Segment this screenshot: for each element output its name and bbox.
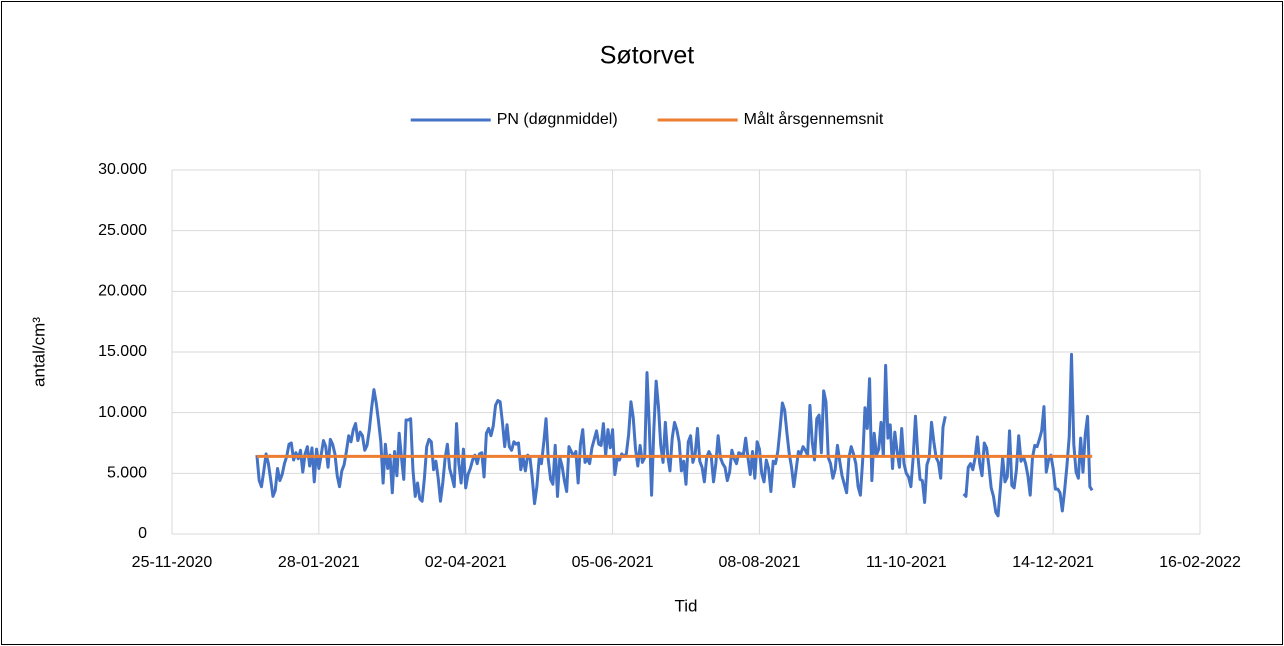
y-tick-label: 5.000 <box>107 465 147 482</box>
x-tick-label: 16-02-2022 <box>1159 554 1241 571</box>
lines <box>255 352 1094 518</box>
y-tick-label: 15.000 <box>98 343 147 360</box>
y-tick-label: 0 <box>138 525 147 542</box>
x-tick-label: 08-08-2021 <box>719 554 801 571</box>
x-axis-label: Tid <box>675 596 698 615</box>
x-tick-label: 14-12-2021 <box>1012 554 1094 571</box>
y-tick-label: 20.000 <box>98 283 147 300</box>
x-tick-label: 25-11-2020 <box>132 554 213 571</box>
y-tick-label: 30.000 <box>98 161 147 178</box>
x-tick-label: 28-01-2021 <box>278 554 360 571</box>
x-tick-label: 02-04-2021 <box>425 554 507 571</box>
y-tick-label: 10.000 <box>98 404 147 421</box>
chart-title: Søtorvet <box>600 42 695 70</box>
legend-label: PN (døgnmiddel) <box>497 111 618 128</box>
x-tick-label: 05-06-2021 <box>572 554 654 571</box>
x-tick-label: 11-10-2021 <box>866 554 947 571</box>
legend-label: Målt årsgennemsnit <box>744 110 884 128</box>
y-tick-label: 25.000 <box>98 222 147 239</box>
data-line <box>255 352 1094 518</box>
y-axis-label: antal/cm³ <box>29 317 48 387</box>
grid: 0 5.000 10.000 15.000 20.000 25.000 30.000 25-1… <box>98 161 1241 571</box>
legend: PN (døgnmiddel) Målt årsgennemsnit <box>410 110 884 128</box>
